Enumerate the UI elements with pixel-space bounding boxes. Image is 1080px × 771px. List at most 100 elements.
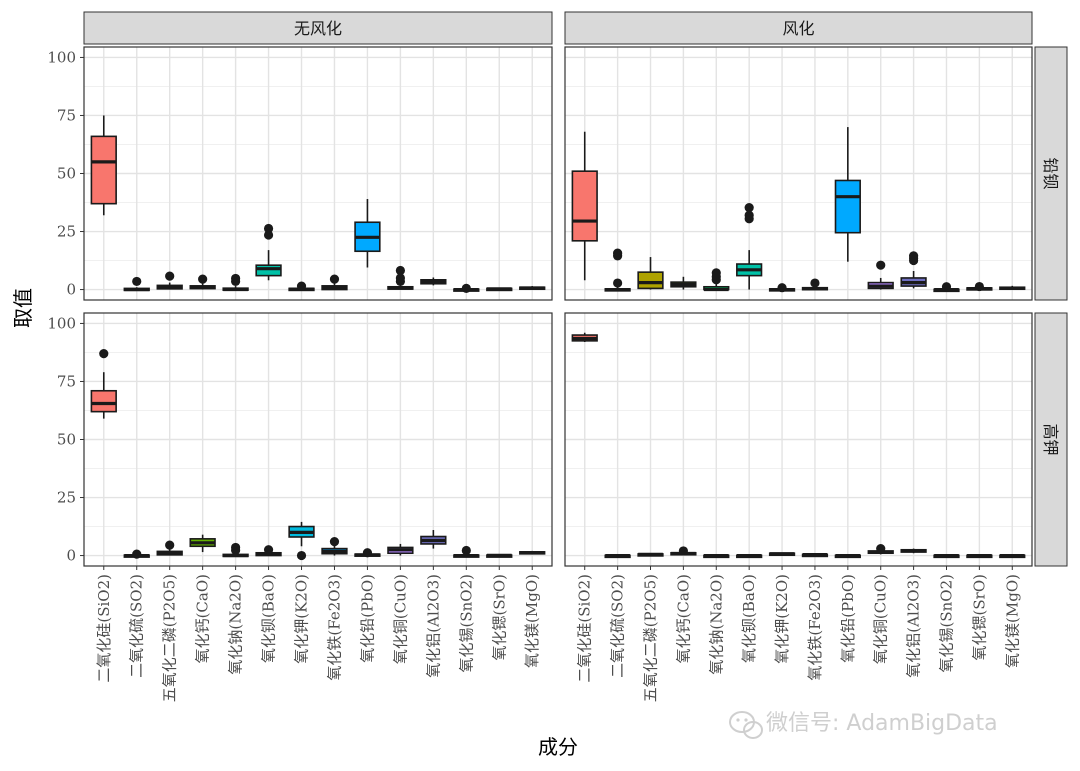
x-tick-label: 五氧化二磷(P2O5) bbox=[642, 574, 660, 702]
y-tick-label: 0 bbox=[66, 281, 76, 299]
y-tick-label: 0 bbox=[66, 547, 76, 565]
outlier-point bbox=[296, 281, 307, 291]
box-na2o bbox=[222, 542, 249, 558]
outlier-point bbox=[329, 274, 340, 284]
facet-strip-row-0 bbox=[1034, 46, 1068, 301]
x-tick-label: 氧化铝(Al2O3) bbox=[905, 574, 923, 678]
x-tick-label: 氧化镁(MgO) bbox=[523, 574, 541, 668]
box-so2 bbox=[123, 276, 150, 292]
x-tick-label: 氧化钙(CaO) bbox=[674, 574, 692, 663]
box-sno2 bbox=[453, 283, 480, 293]
box-cuo bbox=[387, 265, 414, 290]
box-cao bbox=[670, 546, 697, 556]
panel-3 bbox=[564, 312, 1033, 567]
outlier-point bbox=[613, 278, 623, 288]
box-cao bbox=[189, 534, 216, 553]
box-mgo bbox=[999, 553, 1026, 559]
x-axis-title: 成分 bbox=[538, 735, 578, 759]
x-tick-label: 氧化铜(CuO) bbox=[872, 574, 890, 664]
panel-border bbox=[564, 312, 1033, 567]
panel-0 bbox=[83, 46, 553, 301]
outlier-point bbox=[941, 282, 952, 292]
x-tick-label: 二氧化硅(SiO2) bbox=[576, 574, 594, 683]
box-sio2 bbox=[90, 349, 117, 419]
watermark: 微信号: AdamBigData bbox=[729, 711, 998, 739]
box-sro bbox=[966, 281, 993, 292]
outlier-point bbox=[711, 268, 721, 278]
box-fe2o3 bbox=[801, 553, 829, 558]
y-tick-label: 25 bbox=[57, 223, 76, 241]
facet-strip-col-1 bbox=[564, 11, 1033, 45]
box-p2o5 bbox=[156, 540, 183, 556]
outlier-point bbox=[395, 273, 405, 283]
box-pbo bbox=[834, 127, 861, 262]
box-p2o5 bbox=[637, 552, 664, 557]
box-cao bbox=[670, 276, 697, 290]
outlier-point bbox=[909, 251, 919, 261]
x-tick-label: 氧化钙(CaO) bbox=[194, 574, 212, 663]
outlier-point bbox=[876, 543, 886, 554]
box-pbo bbox=[354, 548, 381, 558]
outlier-point bbox=[876, 260, 886, 270]
outlier-point bbox=[613, 248, 623, 258]
x-tick-label: 氧化锶(SrO) bbox=[970, 574, 988, 660]
box-iqr bbox=[571, 170, 598, 242]
x-tick-label: 二氧化硅(SiO2) bbox=[95, 574, 113, 683]
x-tick-label: 氧化铁(Fe2O3) bbox=[325, 574, 343, 681]
outlier-point bbox=[99, 349, 109, 359]
facet-label-col-0: 无风化 bbox=[294, 19, 342, 38]
outlier-point bbox=[461, 545, 471, 556]
y-tick-label: 50 bbox=[57, 165, 76, 183]
box-p2o5 bbox=[156, 271, 183, 290]
box-k2o bbox=[768, 552, 796, 557]
box-so2 bbox=[604, 553, 631, 559]
panel-1 bbox=[564, 46, 1033, 301]
box-iqr bbox=[90, 389, 117, 413]
facet-strip-col-0 bbox=[83, 11, 553, 45]
box-fe2o3 bbox=[801, 278, 829, 291]
y-tick-label: 50 bbox=[57, 431, 76, 449]
x-tick-label: 氧化锶(SrO) bbox=[490, 574, 508, 660]
box-sro bbox=[486, 287, 513, 292]
box-k2o bbox=[288, 521, 315, 561]
box-iqr bbox=[834, 179, 861, 234]
y-axis-title: 取值 bbox=[11, 288, 35, 328]
outlier-point bbox=[231, 273, 241, 284]
box-sno2 bbox=[933, 553, 960, 559]
box-na2o bbox=[703, 268, 730, 292]
box-pbo bbox=[834, 553, 861, 559]
box-sio2 bbox=[571, 332, 598, 343]
box-sno2 bbox=[453, 545, 480, 558]
wechat-icon bbox=[729, 711, 763, 739]
box-so2 bbox=[604, 248, 631, 292]
outlier-point bbox=[198, 274, 208, 284]
x-tick-label: 氧化铅(PbO) bbox=[839, 574, 857, 663]
outlier-point bbox=[231, 542, 241, 553]
y-tick-label: 75 bbox=[57, 106, 76, 124]
outlier-point bbox=[263, 223, 274, 234]
outlier-point bbox=[132, 276, 142, 287]
box-cao bbox=[189, 274, 216, 290]
x-tick-label: 氧化钡(BaO) bbox=[260, 574, 278, 663]
box-bao bbox=[255, 223, 282, 281]
outlier-point bbox=[461, 283, 471, 293]
facet-label-row-0: 铅钡 bbox=[1041, 157, 1060, 189]
box-iqr bbox=[90, 135, 117, 205]
outlier-point bbox=[395, 265, 405, 276]
panel-2 bbox=[83, 312, 553, 567]
box-al2o3 bbox=[420, 530, 447, 549]
x-tick-label: 氧化锡(SnO2) bbox=[937, 574, 955, 672]
box-k2o bbox=[768, 283, 796, 293]
x-tick-label: 氧化钡(BaO) bbox=[740, 574, 758, 663]
outlier-point bbox=[263, 230, 274, 240]
outlier-point bbox=[165, 540, 175, 550]
watermark-text: 微信号: AdamBigData bbox=[766, 711, 998, 736]
box-na2o bbox=[703, 553, 730, 559]
facet-label-col-1: 风化 bbox=[782, 19, 814, 38]
box-k2o bbox=[288, 281, 315, 292]
x-tick-label: 二氧化硫(SO2) bbox=[128, 574, 146, 678]
outlier-point bbox=[132, 549, 142, 559]
box-iqr bbox=[255, 264, 282, 277]
outlier-point bbox=[678, 546, 688, 556]
